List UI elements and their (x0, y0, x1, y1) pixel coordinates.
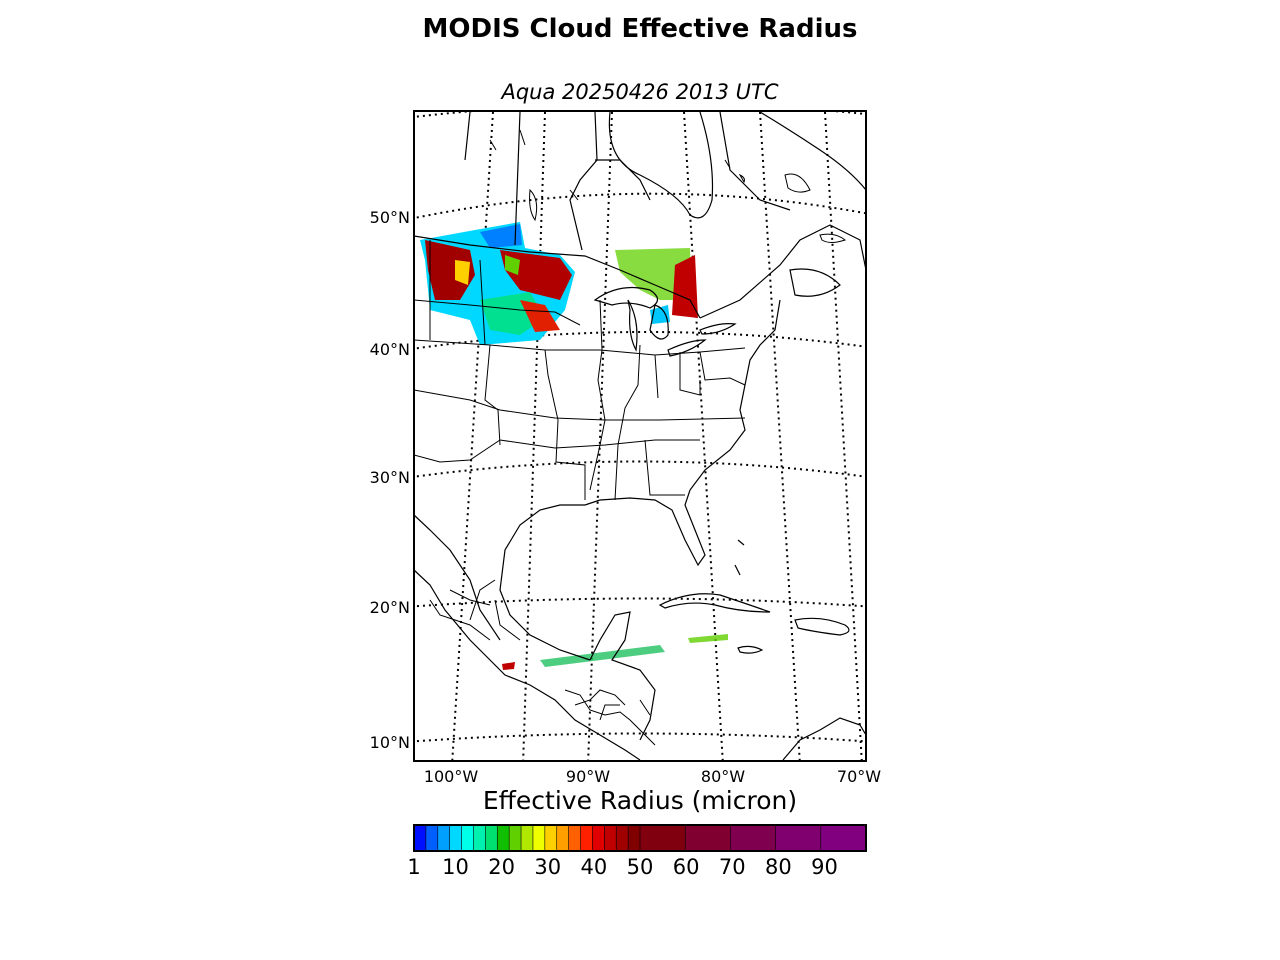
lat-label-20n: 20°N (369, 598, 410, 617)
colorbar-band (425, 825, 439, 851)
colorbar-title: Effective Radius (micron) (482, 786, 798, 815)
lat-label-50n: 50°N (369, 208, 410, 227)
colorbar-frame (413, 824, 867, 852)
colorbar-band (509, 825, 522, 851)
colorbar-band (616, 825, 629, 851)
colorbar-tick-label: 1 (407, 855, 421, 879)
colorbar-band (461, 825, 474, 851)
colorbar-band (556, 825, 570, 851)
colorbar-band (521, 825, 534, 851)
map-frame (413, 110, 867, 762)
latitude-gridlines (414, 111, 866, 743)
colorbar-band (775, 825, 822, 851)
state-boundaries (414, 240, 746, 501)
colorbar-tick-label: 40 (580, 855, 608, 879)
lon-label-70w: 70°W (836, 767, 882, 786)
colorbar-band (604, 825, 617, 851)
colorbar-band (437, 825, 451, 851)
colorbar-band (628, 825, 641, 851)
colorbar-band (449, 825, 463, 851)
colorbar-tick-label: 20 (488, 855, 515, 879)
colorbar-band (640, 825, 686, 851)
colorbar (414, 825, 867, 851)
colorbar-band (685, 825, 731, 851)
lat-label-30n: 30°N (369, 468, 410, 487)
colorbar-band (497, 825, 510, 851)
colorbar-tick-label: 50 (626, 855, 654, 879)
colorbar-tick-label: 60 (672, 855, 700, 879)
colorbar-band (473, 825, 486, 851)
central-america-borders (429, 579, 656, 746)
colorbar-tick-label: 70 (718, 855, 746, 879)
colorbar-band (485, 825, 498, 851)
colorbar-band (532, 825, 546, 851)
colorbar-tick-label: 80 (764, 855, 792, 879)
cloud-data-swath-west (420, 222, 575, 345)
colorbar-band (592, 825, 605, 851)
lon-label-80w: 80°W (700, 767, 746, 786)
page-title: MODIS Cloud Effective Radius (422, 14, 858, 44)
colorbar-tick-label: 10 (442, 855, 469, 879)
map-frame-content (414, 111, 866, 761)
lat-label-40n: 40°N (369, 340, 410, 359)
lon-label-90w: 90°W (565, 767, 611, 786)
colorbar-tick-label: 90 (811, 855, 838, 879)
colorbar-band (820, 825, 867, 851)
lon-label-100w: 100°W (423, 767, 479, 786)
colorbar-band (730, 825, 777, 851)
colorbar-band (414, 825, 427, 851)
colorbar-band (568, 825, 582, 851)
lat-label-10n: 10°N (369, 733, 410, 752)
longitude-gridlines (451, 111, 863, 761)
map-subtitle: Aqua 20250426 2013 UTC (501, 80, 779, 104)
colorbar-band (544, 825, 558, 851)
colorbar-tick-label: 30 (534, 855, 562, 879)
canadian-lakes (489, 129, 847, 243)
coastlines-borders (414, 111, 866, 761)
colorbar-band (580, 825, 593, 851)
